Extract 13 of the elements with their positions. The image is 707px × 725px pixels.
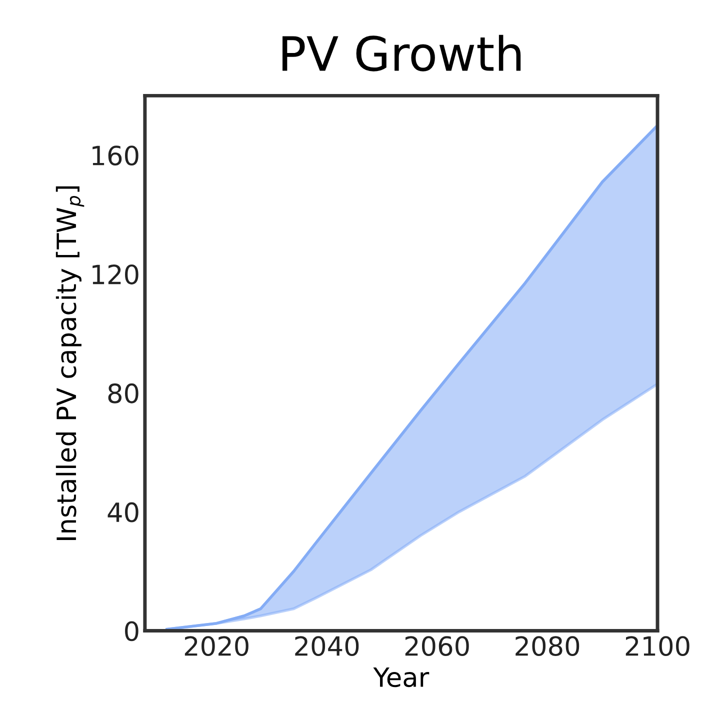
x-tick-label: 2060 [405,636,469,656]
y-axis-title: Installed PV capacity [TW$_{p}$] [56,186,84,540]
y-tick-label: 80 [108,383,138,404]
y-tick-label: 40 [108,502,138,522]
x-axis-title: Year [373,668,430,688]
chart-title: PV Growth [282,34,521,72]
y-tick-label: 0 [125,621,138,642]
x-tick-label: 2100 [626,636,690,656]
y-tick-label: 160 [92,146,138,166]
x-tick-label: 2020 [184,636,248,656]
x-tick-label: 2040 [295,636,359,656]
x-tick-label: 2080 [516,636,580,656]
y-tick-label: 120 [92,264,138,284]
